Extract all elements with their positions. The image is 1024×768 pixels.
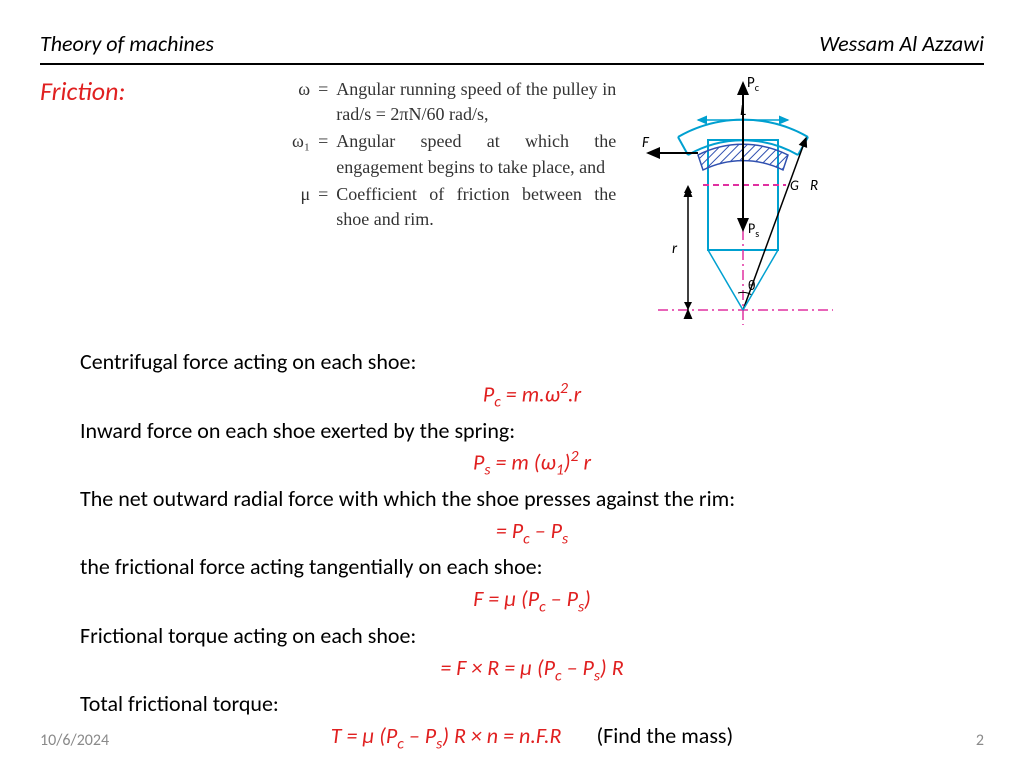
def-sym-omega: ω bbox=[292, 77, 316, 127]
formula-f: F = μ (Pc – Ps) bbox=[80, 583, 984, 619]
formula-ps: Ps = m (ω1)2 r bbox=[80, 446, 984, 483]
formula-torque-each: = F × R = μ (Pc – Ps) R bbox=[80, 652, 984, 688]
label-r: r bbox=[672, 240, 678, 258]
def-sym-omega1: ω₁ bbox=[292, 129, 316, 179]
def-sym-mu: μ bbox=[292, 182, 316, 232]
def-text-omega1: Angular speed at which the engagement be… bbox=[336, 129, 616, 179]
line-total-torque: Total frictional torque: bbox=[80, 688, 984, 720]
symbol-definitions: ω = Angular running speed of the pulley … bbox=[290, 75, 618, 234]
label-f: F bbox=[642, 134, 650, 152]
footer-date: 10/6/2024 bbox=[40, 731, 109, 750]
formula-pc: Pc = m.ω2.r bbox=[80, 378, 984, 415]
clutch-diagram: L Pc F G Ps R bbox=[638, 75, 838, 340]
header-right: Wessam Al Azzawi bbox=[819, 30, 984, 57]
line-net-outward: The net outward radial force with which … bbox=[80, 483, 984, 515]
svg-text:Pc: Pc bbox=[747, 75, 760, 94]
svg-text:Ps: Ps bbox=[748, 220, 759, 240]
formula-net: = Pc – Ps bbox=[80, 515, 984, 551]
footer-page: 2 bbox=[976, 731, 984, 750]
def-text-mu: Coefficient of friction between the shoe… bbox=[336, 182, 616, 232]
line-frictional-force: the frictional force acting tangentially… bbox=[80, 551, 984, 583]
body-content: Centrifugal force acting on each shoe: P… bbox=[80, 346, 984, 756]
def-text-omega: Angular running speed of the pulley in r… bbox=[336, 77, 616, 127]
header-left: Theory of machines bbox=[40, 30, 214, 57]
line-frictional-torque: Frictional torque acting on each shoe: bbox=[80, 620, 984, 652]
line-centrifugal: Centrifugal force acting on each shoe: bbox=[80, 346, 984, 378]
line-inward: Inward force on each shoe exerted by the… bbox=[80, 415, 984, 447]
label-r-cap: R bbox=[810, 177, 818, 195]
section-title: Friction: bbox=[40, 75, 280, 107]
label-ps: P bbox=[748, 220, 755, 237]
